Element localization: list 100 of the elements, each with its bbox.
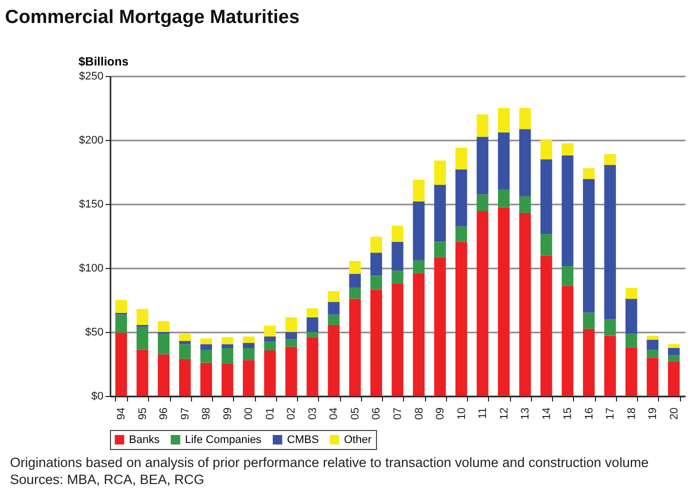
bar (349, 274, 361, 288)
bar (306, 332, 318, 338)
bar (562, 266, 574, 286)
x-tick-label: 14 (540, 408, 553, 420)
bar (412, 273, 425, 396)
bar (158, 354, 170, 396)
bar (328, 302, 340, 315)
x-tick-label: 15 (562, 408, 574, 420)
bar (625, 347, 638, 396)
bar (285, 339, 298, 347)
y-tick-label: $200 (79, 134, 104, 146)
bar (604, 319, 616, 336)
bar (455, 169, 468, 226)
bar (625, 334, 638, 348)
bar (222, 344, 234, 348)
x-tick-label: 09 (434, 408, 447, 420)
bar (582, 179, 595, 313)
legend-label: Life Companies (185, 434, 262, 446)
x-tick-label: 02 (286, 408, 298, 420)
legend-label: Banks (129, 434, 160, 446)
bar (582, 168, 595, 180)
bar (179, 344, 191, 359)
bar (264, 342, 276, 351)
x-tick-label: 11 (477, 408, 490, 419)
bar (200, 362, 212, 396)
bar (158, 334, 170, 354)
bar (498, 132, 510, 190)
bar (412, 201, 425, 260)
x-tick-label: 99 (222, 408, 234, 420)
bar (136, 326, 148, 350)
x-tick-label: 00 (243, 408, 256, 420)
x-tick-label: 13 (520, 408, 532, 420)
bar (540, 256, 552, 396)
bar (412, 260, 425, 274)
bar (604, 336, 616, 396)
bar (222, 337, 234, 344)
bar (264, 350, 276, 396)
bar (328, 324, 340, 396)
bar (540, 140, 552, 160)
bar (392, 270, 404, 284)
y-tick-label: $250 (79, 70, 104, 82)
bar (242, 342, 255, 348)
x-tick-label: 10 (456, 408, 468, 420)
bar (668, 361, 680, 396)
bar (200, 344, 212, 350)
bar (519, 108, 531, 130)
bar (434, 257, 446, 396)
bar (646, 350, 658, 358)
bar (370, 276, 382, 290)
bar (646, 340, 658, 350)
bar (625, 288, 638, 299)
x-tick-label: 01 (264, 408, 276, 420)
bar (264, 326, 276, 336)
x-tick-label: 98 (200, 408, 213, 420)
bar (158, 321, 170, 332)
bar (476, 114, 488, 137)
bar (306, 337, 318, 396)
bar (200, 338, 212, 344)
bar (455, 242, 468, 396)
x-tick-label: 17 (604, 408, 617, 420)
bar (285, 332, 298, 340)
x-tick-label: 95 (136, 408, 149, 420)
x-tick-label: 04 (328, 408, 340, 420)
x-tick-label: 03 (306, 408, 319, 420)
legend-label: Other (344, 434, 372, 446)
x-tick-label: 16 (583, 408, 596, 420)
bar (222, 364, 234, 396)
bar (646, 336, 658, 340)
bar (582, 312, 595, 329)
bar (476, 194, 488, 212)
bar (328, 291, 340, 302)
bar (370, 252, 382, 276)
x-tick-label: 05 (349, 408, 362, 420)
bar (562, 143, 574, 156)
x-tick-label: 94 (116, 408, 128, 420)
bar (519, 212, 531, 396)
bar (540, 234, 552, 256)
y-tick-label: $50 (85, 326, 104, 338)
y-axis-title: $Billions (78, 54, 129, 68)
bar (646, 358, 658, 396)
bar (476, 211, 488, 396)
bar (306, 317, 318, 332)
bar (285, 317, 298, 332)
bar (242, 336, 255, 343)
text: Originations based on analysis of prior performance relative to transaction volume and construction volume (10, 454, 650, 471)
x-tick-label: 07 (392, 408, 404, 420)
source-note: Sources: MBA, RCA, BEA, RCG (10, 471, 206, 488)
y-tick-label: $150 (79, 198, 104, 210)
bar (328, 314, 340, 325)
x-tick-label: 08 (413, 408, 426, 420)
legend-label: CMBS (287, 434, 319, 446)
bar (562, 286, 574, 396)
y-tick-label: $100 (79, 262, 104, 274)
bar (412, 180, 425, 202)
x-tick-label: 12 (498, 408, 510, 420)
bar (434, 184, 446, 242)
x-tick-label: 96 (158, 408, 170, 420)
bar (519, 129, 531, 196)
bar (179, 334, 191, 341)
bar (264, 336, 276, 342)
